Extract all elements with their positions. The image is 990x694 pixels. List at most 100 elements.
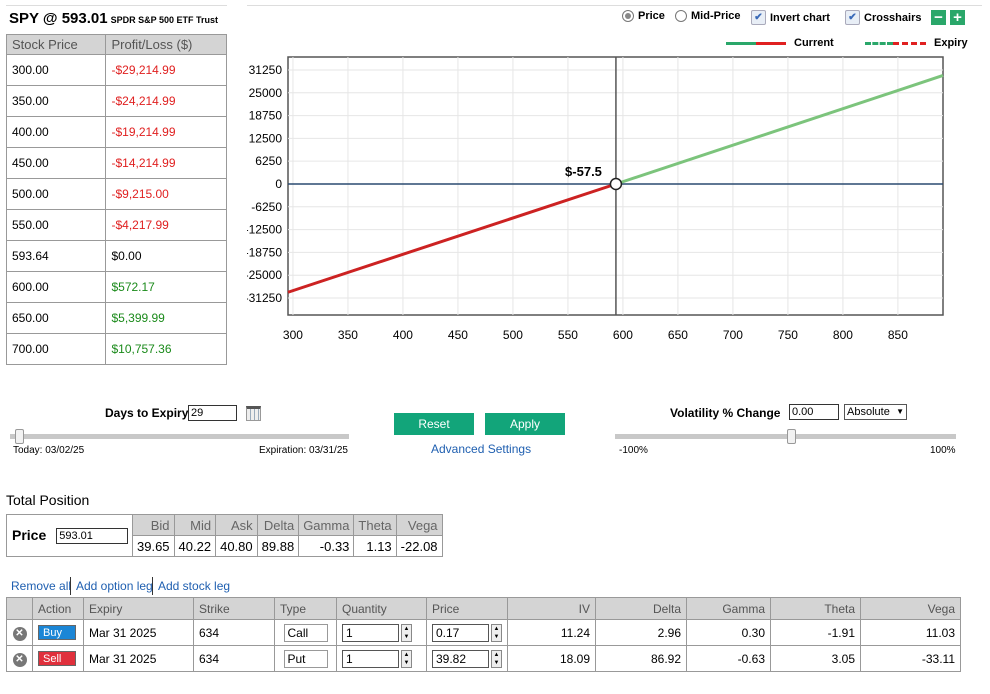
gamma-value: -0.33 — [298, 535, 355, 557]
price-stepper-icon[interactable]: ▲ ▼ — [491, 649, 502, 668]
table-row: 600.00 $572.17 — [5, 271, 227, 303]
gamma-cell: 0.30 — [686, 619, 771, 646]
payoff-chart[interactable]: 300 350 400 450 500 550 600 650 700 750 800 850 3125… — [247, 0, 990, 345]
type-select[interactable]: Put — [283, 649, 328, 668]
legend-expiry-swatch-loss — [893, 42, 926, 45]
stock-price-cell: 350.00 — [5, 85, 107, 117]
stock-price-cell: 700.00 — [5, 333, 107, 365]
check-icon: ✔ — [845, 10, 860, 25]
stock-price-cell: 600.00 — [5, 271, 107, 303]
quantity-stepper-icon[interactable]: ▲ ▼ — [401, 649, 412, 668]
remove-leg-icon[interactable]: ✕ — [12, 626, 27, 641]
profit-loss-cell: -$24,214.99 — [105, 85, 227, 117]
col-header: Delta — [256, 514, 300, 536]
price-stepper-icon[interactable]: ▲ ▼ — [491, 623, 502, 642]
x-tick-label: 850 — [888, 328, 908, 342]
theta-value: 1.13 — [353, 535, 397, 557]
x-tick-label: 550 — [558, 328, 578, 342]
calendar-icon[interactable] — [246, 406, 261, 421]
expiry-slider-thumb[interactable] — [15, 429, 24, 444]
expiry-slider[interactable] — [10, 434, 349, 439]
crosshair-value-label: $-57.5 — [565, 164, 602, 179]
volatility-input[interactable] — [789, 404, 839, 420]
ask-value: 40.80 — [215, 535, 258, 557]
y-tick-label: -25000 — [247, 268, 282, 282]
today-label: Today: 03/02/25 — [13, 445, 85, 456]
volatility-mode-select[interactable]: Absolute ▼ — [844, 404, 907, 420]
days-to-expiry-label: Days to Expiry — [105, 406, 189, 420]
profit-loss-cell: -$14,214.99 — [105, 147, 227, 179]
x-tick-label: 600 — [613, 328, 633, 342]
volatility-slider[interactable] — [615, 434, 956, 439]
remove-leg-icon[interactable]: ✕ — [12, 652, 27, 667]
table-row: 300.00 -$29,214.99 — [5, 54, 227, 86]
x-tick-label: 450 — [448, 328, 468, 342]
quantity-input[interactable]: 1 — [342, 649, 399, 668]
expiration-label: Expiration: 03/31/25 — [259, 445, 348, 456]
expiry-cell: Mar 31 2025 — [83, 619, 194, 646]
col-header: Theta — [353, 514, 397, 536]
profit-loss-cell: -$19,214.99 — [105, 116, 227, 148]
apply-button[interactable]: Apply — [485, 413, 565, 435]
legs-table: Action Expiry Strike Type Quantity Price IV Del… — [6, 597, 961, 672]
col-header: Vega — [395, 514, 443, 536]
delta-cell: 2.96 — [595, 619, 687, 646]
bid-value: 39.65 — [132, 535, 175, 557]
volatility-slider-thumb[interactable] — [787, 429, 796, 444]
profit-loss-cell: $0.00 — [105, 240, 227, 272]
x-tick-label: 350 — [338, 328, 358, 342]
zoom-out-button[interactable]: − — [931, 10, 946, 25]
x-tick-label: 400 — [393, 328, 413, 342]
col-header: Profit/Loss ($) — [105, 34, 227, 55]
delta-value: 89.88 — [256, 535, 300, 557]
type-select[interactable]: Call — [283, 623, 328, 642]
days-to-expiry-input[interactable] — [188, 405, 237, 421]
x-tick-label: 300 — [283, 328, 303, 342]
gamma-cell: -0.63 — [686, 645, 771, 672]
profit-loss-cell: -$29,214.99 — [105, 54, 227, 86]
volatility-label: Volatility % Change — [670, 406, 781, 420]
legend-expiry-swatch — [865, 42, 893, 45]
col-header: Ask — [215, 514, 258, 536]
table-row: 550.00 -$4,217.99 — [5, 209, 227, 241]
add-option-leg-link[interactable]: Add option leg — [76, 579, 153, 593]
quantity-input[interactable]: 1 — [342, 623, 399, 642]
zoom-in-button[interactable]: + — [950, 10, 965, 25]
invert-chart-checkbox[interactable]: ✔ Invert chart — [751, 10, 830, 25]
total-price-input[interactable] — [56, 527, 129, 544]
iv-cell: 18.09 — [507, 645, 596, 672]
strike-cell: 634 — [193, 619, 275, 646]
price-input[interactable]: 0.17 — [432, 623, 489, 642]
reset-button[interactable]: Reset — [394, 413, 474, 435]
vega-cell: -33.11 — [860, 645, 961, 672]
strike-cell: 634 — [193, 645, 275, 672]
y-tick-label: -18750 — [247, 245, 282, 259]
delta-cell: 86.92 — [595, 645, 687, 672]
x-tick-label: 750 — [778, 328, 798, 342]
table-row: 500.00 -$9,215.00 — [5, 178, 227, 210]
price-radio[interactable]: Price — [622, 10, 665, 22]
profit-loss-cell: $5,399.99 — [105, 302, 227, 334]
col-header: Vega — [860, 597, 961, 620]
iv-cell: 11.24 — [507, 619, 596, 646]
action-button[interactable]: Buy — [38, 625, 76, 640]
quantity-stepper-icon[interactable]: ▲ ▼ — [401, 623, 412, 642]
price-input[interactable]: 39.82 — [432, 649, 489, 668]
leg-row: ✕ Buy Mar 31 2025 634 Call 1 ▲ ▼ 0.17 ▲ ▼ 11… — [6, 619, 961, 646]
x-tick-label: 650 — [668, 328, 688, 342]
mid-price-radio[interactable]: Mid-Price — [675, 10, 741, 22]
y-tick-label: 12500 — [249, 131, 283, 145]
table-row: 350.00 -$24,214.99 — [5, 85, 227, 117]
symbol-title: SPY @ 593.01 SPDR S&P 500 ETF Trust — [9, 10, 218, 27]
y-tick-label: -6250 — [251, 200, 282, 214]
advanced-settings-link[interactable]: Advanced Settings — [431, 442, 532, 456]
stock-price-cell: 650.00 — [5, 302, 107, 334]
col-header: Gamma — [298, 514, 355, 536]
action-button[interactable]: Sell — [38, 651, 76, 666]
col-header: Delta — [595, 597, 687, 620]
col-header: Mid — [173, 514, 217, 536]
remove-all-link[interactable]: Remove all — [11, 579, 72, 593]
chevron-down-icon: ▼ — [896, 407, 904, 416]
crosshairs-checkbox[interactable]: ✔ Crosshairs — [845, 10, 921, 25]
add-stock-leg-link[interactable]: Add stock leg — [158, 579, 231, 593]
